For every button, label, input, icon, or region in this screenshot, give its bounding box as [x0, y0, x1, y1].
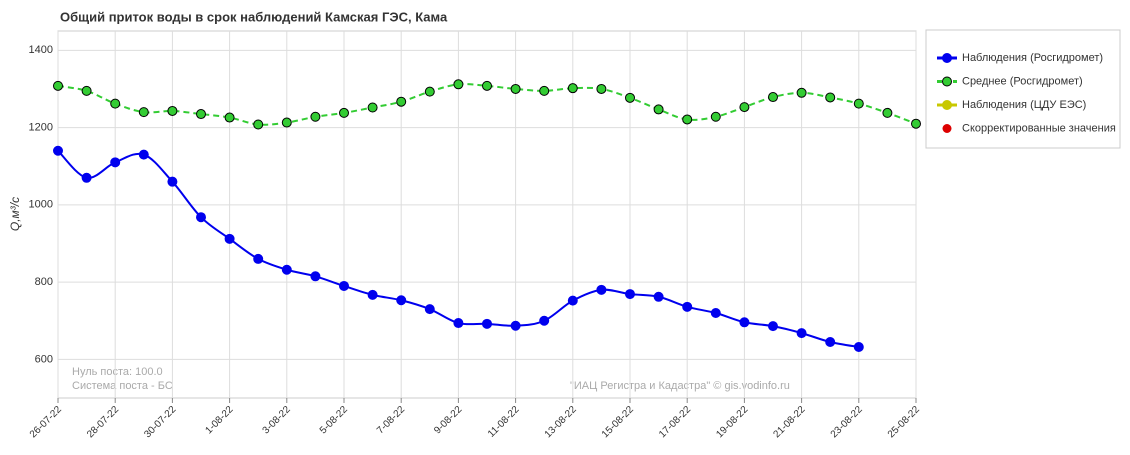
data-point [482, 80, 492, 91]
x-tick-label: 17-08-22 [657, 404, 693, 440]
data-point [167, 105, 178, 116]
x-tick-label: 15-08-22 [600, 404, 636, 440]
data-point [453, 318, 464, 329]
data-point [825, 92, 836, 103]
data-point [53, 80, 63, 91]
data-point [510, 320, 521, 331]
data-point [396, 96, 407, 107]
data-point [539, 85, 550, 96]
x-tick-label: 13-08-22 [543, 404, 579, 440]
y-axis-label: Q,м³/с [8, 197, 22, 231]
data-point [281, 117, 292, 128]
data-point [625, 92, 635, 103]
x-tick-label: 9-08-22 [432, 404, 464, 436]
data-point [110, 98, 121, 109]
data-point [53, 145, 63, 156]
chart-title: Общий приток воды в срок наблюдений Камс… [60, 9, 448, 24]
x-tick-label: 7-08-22 [375, 404, 407, 436]
data-point [653, 104, 664, 115]
data-point [539, 315, 550, 326]
legend-marker [942, 124, 952, 133]
x-tick-label: 28-07-22 [85, 404, 121, 440]
x-tick-label: 21-08-22 [772, 404, 808, 440]
data-point [310, 271, 321, 282]
data-point [796, 87, 807, 98]
data-point [739, 317, 750, 328]
data-point [224, 112, 235, 123]
x-tick-label: 19-08-22 [714, 404, 750, 440]
x-tick-label: 1-08-22 [203, 404, 235, 436]
data-point [567, 295, 578, 306]
data-point [310, 111, 321, 122]
annotation: Система поста - БС [72, 380, 173, 392]
data-point [396, 295, 407, 306]
x-tick-label: 5-08-22 [318, 404, 350, 436]
data-point [768, 92, 778, 103]
legend-label: Наблюдения (Росгидромет) [962, 52, 1103, 64]
x-tick-label: 23-08-22 [829, 404, 865, 440]
data-point [596, 83, 607, 94]
data-point [653, 291, 664, 302]
y-tick-label: 800 [35, 276, 53, 288]
data-point [196, 109, 206, 120]
legend-label: Скорректированные значения [962, 122, 1116, 134]
data-point [424, 304, 435, 315]
data-point [768, 321, 778, 332]
x-tick-label: 30-07-22 [142, 404, 178, 440]
data-point [739, 102, 750, 113]
data-point [281, 264, 292, 275]
data-point [796, 328, 807, 339]
x-tick-label: 26-07-22 [28, 404, 64, 440]
y-tick-label: 1400 [29, 44, 53, 56]
y-tick-label: 1000 [29, 199, 53, 211]
annotation: Нуль поста: 100.0 [72, 366, 163, 378]
legend-label: Среднее (Росгидромет) [962, 75, 1083, 87]
legend-marker [942, 53, 952, 63]
data-point [567, 83, 578, 94]
data-point [167, 176, 178, 187]
data-point [710, 308, 721, 319]
data-point [853, 98, 864, 109]
legend-marker [942, 100, 952, 110]
data-point [138, 149, 149, 160]
x-tick-label: 3-08-22 [261, 404, 293, 436]
legend-label: Наблюдения (ЦДУ ЕЭС) [962, 99, 1086, 111]
legend-box [925, 29, 1121, 149]
x-tick-label: 25-08-22 [886, 404, 922, 440]
data-point [625, 289, 635, 300]
data-point [196, 212, 206, 223]
data-point [224, 233, 235, 244]
data-point [911, 118, 921, 129]
data-point [882, 107, 893, 118]
data-point [367, 289, 378, 300]
data-point [253, 119, 264, 130]
data-point [682, 301, 693, 312]
y-tick-label: 1200 [29, 121, 53, 133]
data-point [853, 342, 864, 353]
data-point [81, 85, 92, 96]
data-point [367, 102, 378, 113]
data-point [339, 107, 349, 118]
data-point [339, 280, 349, 291]
data-point [110, 157, 121, 168]
data-point [482, 318, 492, 329]
y-tick-label: 600 [35, 353, 53, 365]
data-point [138, 107, 149, 118]
x-tick-label: 11-08-22 [486, 404, 522, 440]
data-point [81, 172, 92, 183]
data-point [253, 253, 264, 264]
data-point [682, 114, 693, 125]
data-point [453, 79, 464, 90]
data-point [825, 336, 836, 347]
data-point [510, 83, 521, 94]
watermark: "ИАЦ Регистра и Кадастра" © gis.vodinfo.… [570, 380, 790, 392]
data-point [596, 284, 607, 295]
legend-marker [942, 76, 952, 87]
data-point [424, 86, 435, 97]
data-point [710, 111, 721, 122]
